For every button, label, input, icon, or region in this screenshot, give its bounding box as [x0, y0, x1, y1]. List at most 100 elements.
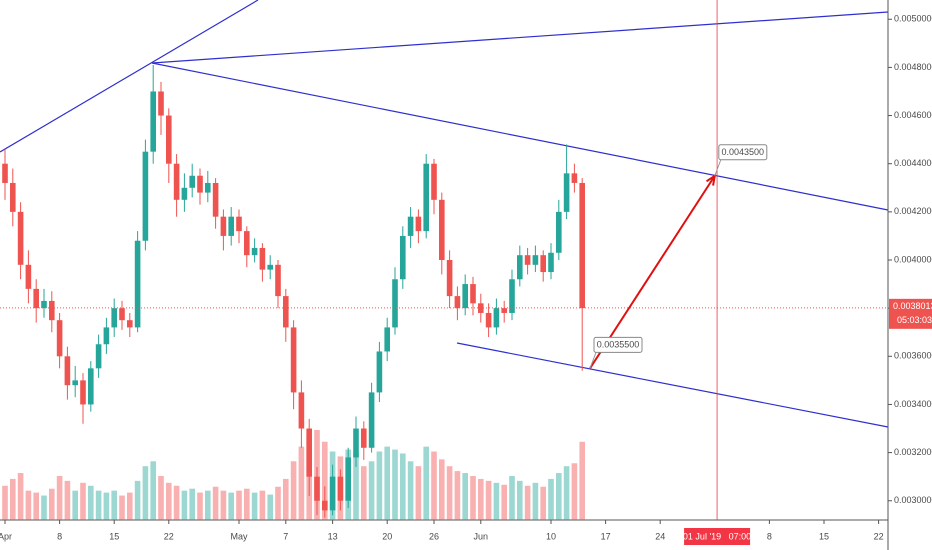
x-tick-label: 26: [429, 531, 439, 541]
trend-line: [0, 0, 259, 153]
candle-body: [80, 380, 86, 405]
volume-bar: [25, 490, 32, 520]
volume-bar: [189, 488, 195, 520]
callout-box: [718, 144, 768, 161]
volume-bar: [524, 485, 531, 520]
volume-bar: [33, 492, 39, 520]
volume-bar: [431, 451, 437, 520]
x-tick-label: 10: [546, 531, 556, 541]
candle-body: [142, 151, 149, 241]
candle-body: [571, 173, 578, 183]
candle-body: [88, 368, 94, 405]
candle-body: [10, 182, 16, 212]
volume-bar: [220, 490, 227, 520]
candle-body: [205, 182, 211, 193]
candle-body: [275, 264, 281, 297]
trend-line: [151, 62, 889, 211]
candle-body: [64, 356, 71, 386]
candle-body: [197, 175, 203, 193]
candle-body: [446, 260, 453, 297]
volume-bar: [95, 490, 102, 520]
volume-bar: [134, 480, 141, 520]
volume-bar: [462, 473, 468, 520]
crosshair-label: 01 Jul '19 07:00: [683, 531, 751, 541]
candle-body: [158, 91, 164, 116]
volume-bar: [119, 495, 125, 520]
volume-bar: [322, 441, 328, 520]
volume-bar: [485, 480, 492, 520]
candle-body: [306, 428, 312, 477]
candle-body: [25, 264, 32, 289]
volume-bar: [439, 459, 445, 520]
candle-body: [345, 457, 351, 501]
x-tick-label: Jun: [474, 531, 489, 541]
candle-body: [392, 279, 398, 328]
candle-body: [173, 163, 180, 200]
candle-body: [532, 255, 539, 265]
candle-body: [563, 173, 570, 212]
candle-body: [283, 296, 289, 328]
volume-bar: [41, 495, 47, 520]
candle-body: [556, 211, 562, 253]
candle-body: [329, 476, 336, 511]
x-tick-label: May: [230, 531, 248, 541]
volume-bar: [244, 488, 250, 520]
x-tick-label: 17: [601, 531, 611, 541]
volume-bar: [251, 492, 258, 520]
candle-body: [127, 320, 133, 328]
candle-body: [17, 211, 24, 265]
candle-body: [470, 284, 476, 304]
volume-bar: [361, 466, 367, 520]
volume-bar: [88, 485, 94, 520]
callout-label: 0.0035500: [597, 340, 640, 350]
candle-body: [150, 91, 156, 152]
volume-bar: [275, 486, 281, 520]
candle-body: [267, 264, 273, 270]
volume-bar: [267, 494, 273, 520]
candle-body: [485, 312, 492, 328]
volume-bar: [283, 478, 289, 520]
x-tick-label: 8: [767, 531, 772, 541]
callout-pointer: [714, 159, 722, 176]
volume-bar: [236, 490, 242, 520]
volume-bar: [415, 466, 422, 520]
volume-bar: [2, 485, 8, 520]
candle-body: [423, 163, 429, 232]
candle-body: [290, 327, 297, 393]
candle-body: [244, 231, 250, 256]
arrow: [589, 175, 716, 369]
candle-body: [181, 187, 188, 200]
candle-body: [540, 255, 546, 273]
volume-bar: [556, 473, 562, 520]
volume-bar: [49, 488, 55, 520]
volume-bar: [517, 480, 523, 520]
candle-body: [259, 247, 266, 270]
candle-body: [400, 235, 406, 280]
volume-bar: [571, 463, 578, 520]
candle-body: [33, 288, 39, 309]
x-tick-label: 22: [164, 531, 174, 541]
volume-bar: [173, 485, 180, 520]
candle-body: [2, 163, 8, 183]
x-tick-label: 15: [819, 531, 829, 541]
candle-body: [95, 344, 102, 369]
volume-bar: [353, 453, 359, 520]
volume-bar: [400, 453, 406, 520]
candle-body: [415, 216, 422, 232]
volume-bar: [579, 441, 585, 520]
volume-bar: [407, 461, 414, 520]
candle-body: [251, 247, 258, 256]
volume-bar: [446, 466, 453, 520]
volume-bar: [142, 466, 149, 520]
volume-bar: [470, 475, 476, 520]
volume-bar: [540, 486, 546, 520]
x-tick-label: 24: [655, 531, 665, 541]
candle-body: [439, 199, 445, 260]
volume-bar: [212, 486, 219, 520]
